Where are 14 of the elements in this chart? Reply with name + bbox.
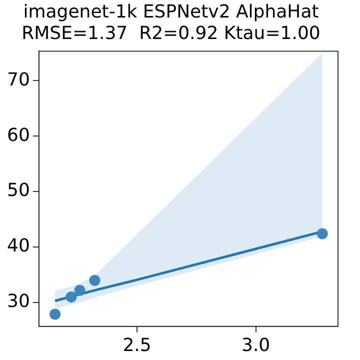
point (74, 284, 86, 296)
point (50, 308, 61, 320)
y-tick-label: 40 (7, 236, 30, 257)
y-tick-label: 30 (7, 291, 30, 312)
point (89, 274, 100, 286)
y-tick-label: 60 (7, 124, 30, 146)
chart-title: imagenet-1k ESPNetv2 AlphaHat (23, 1, 319, 22)
y-tick-label: 70 (7, 69, 30, 90)
point (316, 228, 328, 240)
chart-subtitle: RMSE=1.37 R2=0.92 Ktau=1.00 (22, 23, 320, 44)
y-tick-label: 50 (7, 180, 30, 202)
x-tick-label: 2.5 (122, 334, 152, 356)
point (66, 291, 77, 302)
x-tick-label: 3.0 (241, 334, 270, 356)
